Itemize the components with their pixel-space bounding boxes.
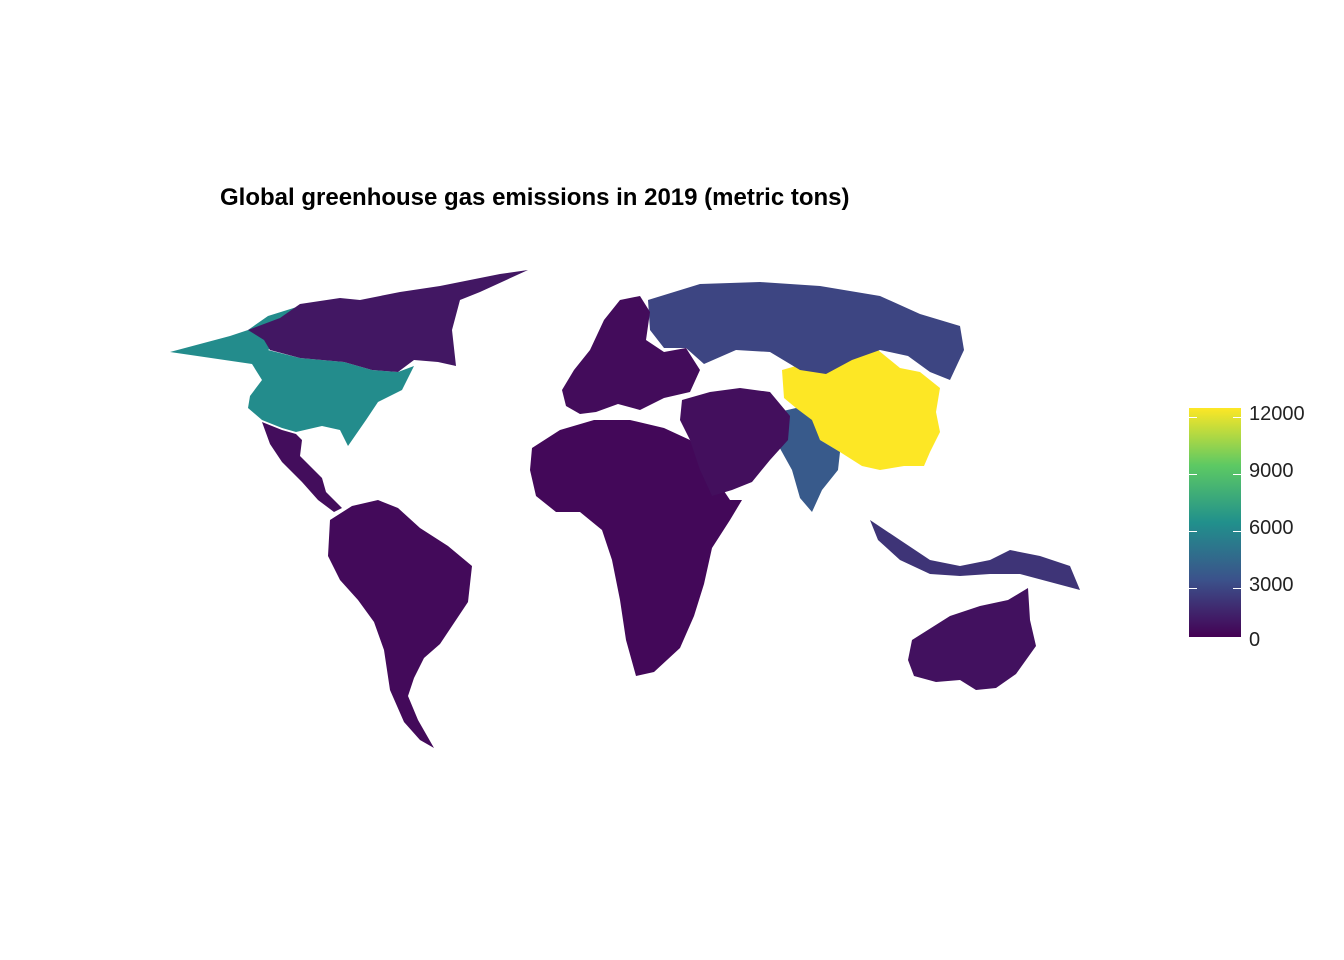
legend-tick-label: 3000 — [1249, 574, 1294, 596]
region-canada — [248, 270, 528, 372]
region-china — [782, 350, 940, 470]
region-united-states — [170, 300, 414, 446]
legend-tick-mark — [1233, 474, 1241, 475]
legend-tick-mark — [1189, 417, 1197, 418]
region-indonesia — [870, 520, 1080, 590]
legend-colorbar — [1189, 408, 1241, 637]
legend-tick-label: 0 — [1249, 629, 1261, 651]
legend-tick-label: 6000 — [1249, 517, 1294, 539]
legend-tick-mark — [1189, 474, 1197, 475]
legend-tick-mark — [1189, 588, 1197, 589]
region-africa — [530, 420, 742, 676]
region-europe — [562, 296, 700, 414]
region-south-america — [328, 500, 472, 748]
legend-tick-label: 9000 — [1249, 460, 1294, 482]
legend-tick-mark — [1233, 588, 1241, 589]
map-title: Global greenhouse gas emissions in 2019 … — [220, 184, 850, 211]
region-russia — [648, 282, 964, 380]
color-legend: 12000 9000 6000 3000 0 — [1189, 404, 1319, 650]
legend-tick-mark — [1189, 531, 1197, 532]
region-middle-east — [680, 388, 790, 496]
legend-tick-label: 12000 — [1249, 403, 1305, 425]
region-mexico-central-america — [262, 422, 342, 512]
legend-tick-mark — [1233, 417, 1241, 418]
legend-tick-mark — [1233, 531, 1241, 532]
region-australia — [908, 588, 1036, 690]
